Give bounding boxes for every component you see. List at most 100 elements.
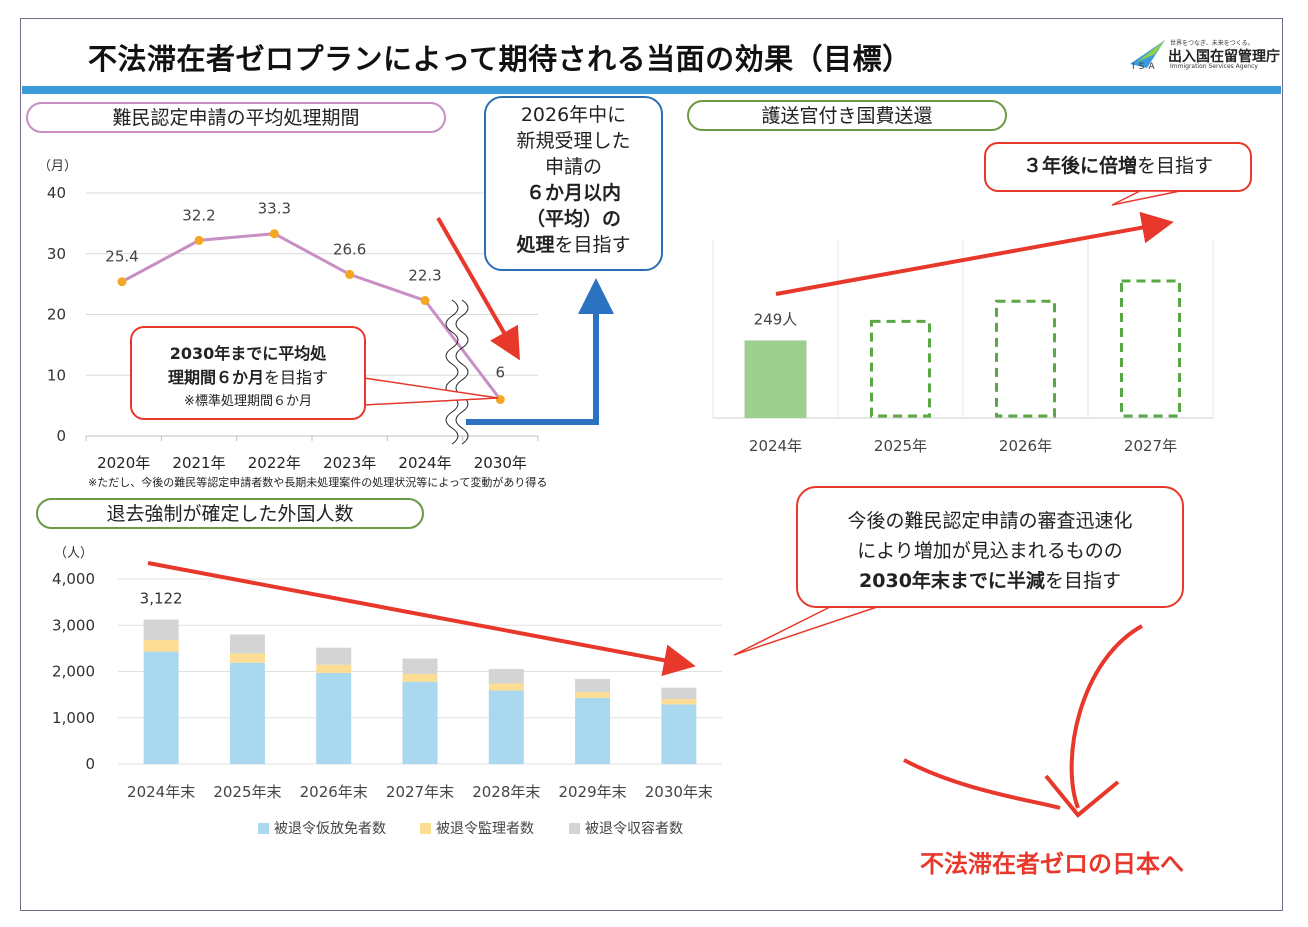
c1-xtick-label: 2023年 [323, 454, 376, 472]
c3-xtick-label: 2028年末 [472, 783, 540, 801]
c3-bar-segment [402, 674, 438, 682]
c2-xtick-label: 2026年 [999, 437, 1052, 455]
c1-xtick-label: 2022年 [248, 454, 301, 472]
c1-data-point [269, 229, 279, 239]
c2-xtick-label: 2025年 [874, 437, 927, 455]
callout3-line2: により増加が見込まれるものの [857, 540, 1123, 562]
c3-xtick-label: 2025年末 [213, 783, 281, 801]
c3-ytick-label: 1,000 [52, 709, 95, 727]
c3-xtick-label: 2026年末 [300, 783, 368, 801]
trend-arrow-down-2 [147, 561, 696, 677]
callout3-line1: 今後の難民認定申請の審査迅速化 [847, 510, 1133, 532]
callout1-rest: を目指す [264, 368, 329, 387]
curved-arrow-tail [903, 758, 1061, 810]
c3-bar-segment [402, 681, 438, 764]
c1-data-label: 32.2 [182, 206, 215, 224]
callout2-pointer [1111, 190, 1181, 206]
legend-item-2: 被退令監理者数 [420, 818, 534, 838]
section1-callout: 2030年までに平均処 理期間６か月を目指す ※標準処理期間６か月 [130, 326, 366, 420]
section3-callout: 今後の難民認定申請の審査迅速化 により増加が見込まれるものの 2030年末までに… [796, 486, 1184, 608]
c1-data-label: 26.6 [333, 240, 366, 258]
c2-bar-projected [870, 319, 931, 418]
c3-bar-segment [661, 699, 697, 705]
section1-pill: 難民認定申請の平均処理期間 [26, 102, 446, 133]
section2-callout: ３年後に倍増を目指す [984, 142, 1252, 192]
axis-break-wave-2 [455, 299, 469, 445]
c3-bar-segment [488, 690, 524, 764]
bluebox-line3: 申請の [544, 156, 602, 178]
c3-bar-segment [575, 678, 611, 693]
page-title: 不法滞在者ゼロプランによって期待される当面の効果（目標） [88, 42, 912, 76]
c3-bar-segment [402, 658, 438, 675]
logo-abbreviation: ISA [1132, 62, 1159, 72]
c1-ytick-label: 40 [47, 184, 66, 202]
bluebox-line5: （平均）の [525, 208, 621, 230]
c1-ytick-label: 10 [47, 366, 66, 384]
c1-ytick-label: 30 [47, 245, 66, 263]
c1-xtick-label: 2020年 [97, 454, 150, 472]
c3-bar-segment [661, 687, 697, 700]
legend-label-3: 被退令収容者数 [585, 821, 683, 837]
bluebox-line4: ６か月以内 [525, 182, 621, 204]
legend-swatch-blue [258, 823, 269, 834]
c3-bar-segment [575, 692, 611, 698]
c3-y-unit-label: （人） [54, 546, 93, 561]
bluebox-line1: 2026年中に [520, 104, 627, 126]
c3-ytick-label: 4,000 [52, 570, 95, 588]
c1-xtick-label: 2021年 [172, 454, 225, 472]
c1-xtick-label: 2030年 [474, 454, 527, 472]
c3-bar-segment [143, 619, 179, 641]
c2-xtick-label: 2027年 [1124, 437, 1177, 455]
slide-frame [20, 18, 1283, 911]
legend-swatch-gray [569, 823, 580, 834]
c3-bar-segment [316, 647, 352, 665]
c3-bar-segment [316, 664, 352, 673]
c2-bar-projected [995, 299, 1056, 418]
c3-bar-segment [316, 672, 352, 764]
c1-data-point [345, 269, 355, 279]
c3-bar-segment [229, 634, 265, 654]
c3-bar-segment [143, 640, 179, 652]
callout1-note: ※標準処理期間６か月 [184, 394, 312, 409]
bluebox-line2: 新規受理した [516, 130, 631, 152]
final-goal-text: 不法滞在者ゼロの日本へ [920, 850, 1184, 878]
legend-item-3: 被退令収容者数 [569, 818, 683, 838]
trend-arrow-up [775, 211, 1174, 296]
c2-bar [744, 340, 807, 418]
c3-xtick-label: 2024年末 [127, 783, 195, 801]
section1-footnote: ※ただし、今後の難民等認定申請者数や長期未処理案件の処理状況等によって変動があり… [88, 476, 548, 489]
legend-label-2: 被退令監理者数 [436, 821, 534, 837]
c2-xtick-label: 2024年 [749, 437, 802, 455]
c1-data-label: 33.3 [258, 200, 291, 218]
axis-break-wave-1 [445, 299, 459, 445]
callout2-rest: を目指す [1137, 155, 1214, 177]
c3-xtick-label: 2030年末 [645, 783, 713, 801]
logo-tagline: 世界をつなぎ、未来をつくる。 [1170, 40, 1254, 47]
logo-agency-name: 出入国在留管理庁 [1168, 49, 1280, 65]
bluebox-line6-rest: を目指す [554, 234, 631, 256]
logo-english-name: Immigration Services Agency [1170, 63, 1258, 70]
c3-ytick-label: 3,000 [52, 616, 95, 634]
c1-xtick-label: 2024年 [398, 454, 451, 472]
target-2026-box: 2026年中に 新規受理した 申請の ６か月以内 （平均）の 処理を目指す [484, 96, 663, 271]
title-underline-bar [22, 86, 1281, 94]
agency-logo [1130, 40, 1165, 68]
callout3-bold: 2030年末までに半減 [859, 570, 1045, 592]
callout3-rest: を目指す [1044, 570, 1121, 592]
section2-pill: 護送官付き国費送還 [687, 100, 1007, 131]
c3-xtick-label: 2029年末 [558, 783, 626, 801]
legend-swatch-yellow [420, 823, 431, 834]
bluebox-line6-bold: 処理 [516, 234, 555, 256]
c1-ytick-label: 0 [56, 427, 66, 445]
c1-ytick-label: 20 [47, 306, 66, 324]
trend-arrow-down-1 [436, 217, 520, 361]
c1-data-label: 6 [496, 364, 506, 382]
callout1-line1: 2030年までに平均処 [169, 344, 327, 363]
c1-y-unit-label: （月） [38, 159, 77, 174]
c1-data-point [420, 296, 430, 306]
